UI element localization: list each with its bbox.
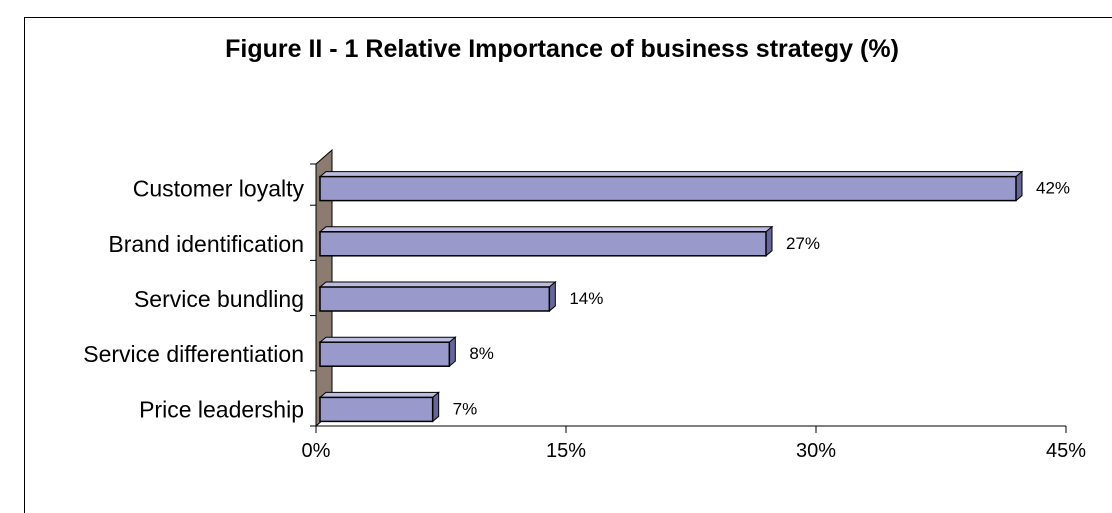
bar-front-face [319, 286, 551, 312]
bar-series [318, 170, 1024, 423]
chart-area [24, 17, 1112, 513]
bar-side-face [448, 336, 456, 368]
category-label: Brand identification [108, 231, 304, 257]
bar[interactable] [318, 336, 457, 368]
bar[interactable] [318, 280, 557, 313]
bar-side-face [1015, 170, 1023, 202]
bar[interactable] [318, 170, 1024, 202]
bar-front-face [319, 341, 451, 367]
bar-front-face [319, 231, 767, 257]
bar-side-face [432, 391, 440, 423]
x-tick-label: 15% [546, 440, 586, 462]
data-label: 42% [1036, 179, 1070, 198]
x-tick-label: 0% [302, 440, 331, 462]
bar-side-face [548, 280, 556, 313]
x-tick-label: 45% [1046, 440, 1086, 462]
bar[interactable] [318, 225, 774, 257]
axes [310, 163, 1067, 433]
category-label: Service bundling [134, 286, 304, 312]
category-label: Customer loyalty [133, 176, 305, 202]
x-tick-label: 30% [796, 440, 836, 462]
labels: 0% 15% 30% 45% 42% Customer loyalty 27% Brand i… [83, 176, 1086, 462]
data-label: 14% [569, 289, 603, 308]
chart-title: Figure II - 1 Relative Importance of bus… [225, 35, 899, 63]
bar-front-face [319, 175, 1017, 202]
category-label: Service differentiation [83, 341, 304, 367]
data-label: 7% [453, 399, 478, 418]
category-label: Price leadership [139, 396, 304, 422]
data-label: 27% [786, 234, 820, 253]
bar-front-face [319, 396, 434, 423]
data-label: 8% [469, 344, 494, 363]
bar-side-face [765, 225, 773, 257]
bar[interactable] [318, 391, 441, 423]
